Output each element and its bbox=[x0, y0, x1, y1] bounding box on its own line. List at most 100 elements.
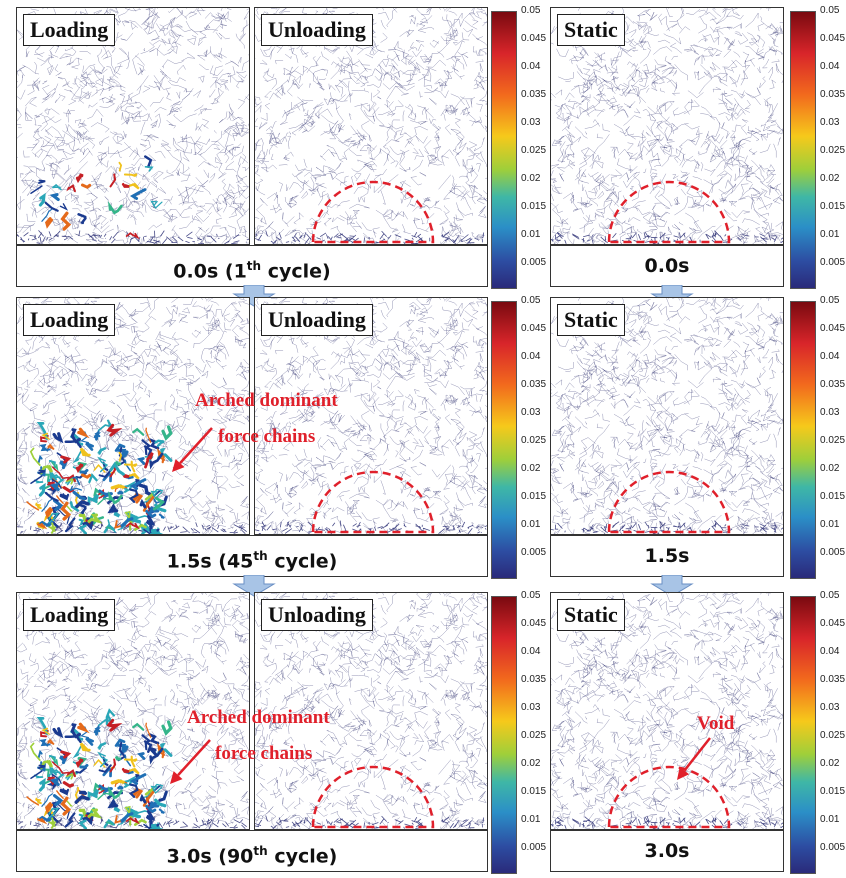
colorbar-tick-label: 0.02 bbox=[521, 758, 541, 770]
colorbar-tick-label: 0.045 bbox=[521, 323, 547, 335]
force-chain-network bbox=[255, 8, 487, 244]
static-panel: Static bbox=[550, 592, 784, 830]
cycle-ordinal: th bbox=[253, 844, 268, 858]
colorbar-tick-label: 0.045 bbox=[820, 323, 846, 335]
time-value: 1.5s bbox=[644, 545, 690, 567]
colorbar-ticks: 0.05 0.045 0.04 0.035 0.03 0.025 0.02 0.015 0.01… bbox=[820, 590, 846, 872]
colorbar-tick-label: 0.04 bbox=[820, 351, 840, 363]
cyclic-time-label: 3.0s (90th cycle) bbox=[16, 830, 488, 872]
annotation-arched-line1: Arched dominant bbox=[187, 707, 330, 728]
colorbar-tick-label: 0.045 bbox=[521, 33, 547, 45]
colorbar-tick-label: 0.02 bbox=[820, 758, 840, 770]
colorbar bbox=[491, 596, 517, 874]
colorbar-tick-label: 0.01 bbox=[820, 814, 840, 826]
cycle-word: cycle bbox=[274, 845, 329, 868]
colorbar-tick-label: 0.045 bbox=[820, 618, 846, 630]
colorbar-tick-label: 0.02 bbox=[521, 173, 541, 185]
cycle-number: 45 bbox=[226, 550, 254, 573]
colorbar-tick-label: 0.035 bbox=[521, 379, 547, 391]
colorbar-tick-label: 0.04 bbox=[820, 646, 840, 658]
static-time-label: 3.0s bbox=[550, 830, 784, 872]
colorbar-ticks: 0.05 0.045 0.04 0.035 0.03 0.025 0.02 0.015 0.01… bbox=[521, 5, 561, 287]
state-label: Unloading bbox=[261, 14, 373, 46]
unloading-panel: Unloading bbox=[254, 592, 488, 830]
static-panel: Static bbox=[550, 7, 784, 245]
state-label: Static bbox=[557, 599, 625, 631]
colorbar-tick-label: 0.05 bbox=[521, 5, 541, 16]
arch-region-outline bbox=[311, 180, 435, 244]
colorbar bbox=[491, 11, 517, 289]
colorbar-tick-label: 0.015 bbox=[521, 491, 547, 503]
cycle-ordinal: th bbox=[246, 259, 262, 273]
colorbar-tick-label: 0.02 bbox=[521, 463, 541, 475]
colorbar bbox=[790, 301, 816, 579]
colorbar-tick-label: 0.035 bbox=[820, 89, 846, 101]
arch-region-outline bbox=[311, 470, 435, 534]
colorbar-tick-label: 0.01 bbox=[820, 519, 840, 531]
colorbar-tick-label: 0.04 bbox=[521, 646, 541, 658]
colorbar-ticks: 0.05 0.045 0.04 0.035 0.03 0.025 0.02 0.015 0.01… bbox=[521, 590, 561, 872]
colorbar-tick-label: 0.005 bbox=[820, 547, 846, 559]
time-value: 0.0s bbox=[173, 260, 219, 283]
static-time-label: 1.5s bbox=[550, 535, 784, 577]
colorbar-tick-label: 0.02 bbox=[820, 173, 840, 185]
loading-panel: Loading bbox=[16, 297, 250, 535]
static-time-label: 0.0s bbox=[550, 245, 784, 287]
colorbar-ticks: 0.05 0.045 0.04 0.035 0.03 0.025 0.02 0.015 0.01… bbox=[521, 295, 561, 577]
cycle-word: cycle bbox=[274, 550, 329, 573]
force-chain-network bbox=[17, 8, 249, 244]
colorbar-tick-label: 0.005 bbox=[521, 547, 547, 559]
colorbar-tick-label: 0.01 bbox=[820, 229, 840, 241]
colorbar-tick-label: 0.035 bbox=[820, 674, 846, 686]
colorbar-tick-label: 0.045 bbox=[521, 618, 547, 630]
loading-panel: Loading bbox=[16, 592, 250, 830]
static-panel: Static bbox=[550, 297, 784, 535]
colorbar-tick-label: 0.035 bbox=[521, 89, 547, 101]
colorbar-tick-label: 0.01 bbox=[521, 814, 541, 826]
colorbar-tick-label: 0.015 bbox=[820, 786, 846, 798]
colorbar-tick-label: 0.035 bbox=[521, 674, 547, 686]
colorbar-tick-label: 0.03 bbox=[521, 407, 541, 419]
time-value: 3.0s bbox=[166, 845, 212, 868]
colorbar-tick-label: 0.015 bbox=[820, 491, 846, 503]
state-label: Static bbox=[557, 304, 625, 336]
colorbar-tick-label: 0.025 bbox=[521, 145, 547, 157]
cycle-ordinal: th bbox=[253, 549, 268, 563]
state-label: Loading bbox=[23, 304, 116, 336]
colorbar-tick-label: 0.025 bbox=[820, 435, 846, 447]
unloading-panel: Unloading bbox=[254, 297, 488, 535]
colorbar-tick-label: 0.05 bbox=[820, 590, 840, 601]
colorbar-tick-label: 0.015 bbox=[521, 201, 547, 213]
state-label: Unloading bbox=[261, 304, 373, 336]
colorbar bbox=[790, 11, 816, 289]
colorbar-tick-label: 0.05 bbox=[521, 590, 541, 601]
colorbar-tick-label: 0.04 bbox=[521, 61, 541, 73]
cycle-number: 90 bbox=[226, 845, 254, 868]
colorbar-tick-label: 0.005 bbox=[820, 257, 846, 269]
colorbar-tick-label: 0.02 bbox=[820, 463, 840, 475]
unloading-panel: Unloading bbox=[254, 7, 488, 245]
colorbar-tick-label: 0.05 bbox=[820, 295, 840, 306]
colorbar-tick-label: 0.025 bbox=[521, 435, 547, 447]
arch-region-outline bbox=[607, 180, 731, 244]
colorbar-tick-label: 0.01 bbox=[521, 519, 541, 531]
time-value: 0.0s bbox=[644, 255, 690, 277]
state-label: Loading bbox=[23, 599, 116, 631]
force-chain-network bbox=[255, 593, 487, 829]
colorbar-tick-label: 0.005 bbox=[521, 257, 547, 269]
colorbar-tick-label: 0.005 bbox=[521, 842, 547, 854]
arch-region-outline bbox=[607, 765, 731, 829]
colorbar-tick-label: 0.025 bbox=[820, 145, 846, 157]
force-chain-network bbox=[551, 8, 783, 244]
colorbar-tick-label: 0.005 bbox=[820, 842, 846, 854]
state-label: Unloading bbox=[261, 599, 373, 631]
colorbar-tick-label: 0.03 bbox=[521, 117, 541, 129]
colorbar-tick-label: 0.04 bbox=[820, 61, 840, 73]
colorbar bbox=[491, 301, 517, 579]
colorbar-tick-label: 0.03 bbox=[820, 117, 840, 129]
annotation-void: Void bbox=[697, 713, 735, 734]
colorbar-tick-label: 0.03 bbox=[521, 702, 541, 714]
cyclic-time-label: 0.0s (1th cycle) bbox=[16, 245, 488, 287]
cyclic-time-label: 1.5s (45th cycle) bbox=[16, 535, 488, 577]
colorbar-tick-label: 0.03 bbox=[820, 702, 840, 714]
